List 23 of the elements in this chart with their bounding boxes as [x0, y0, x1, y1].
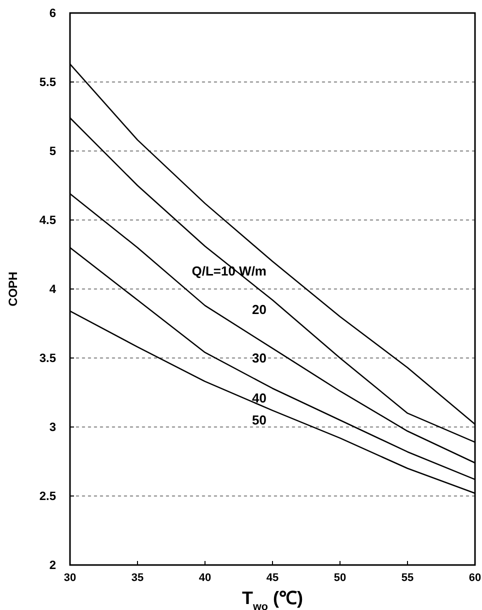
x-tick-label: 30: [64, 572, 76, 584]
series-label: 50: [252, 412, 266, 428]
y-tick-label: 3.5: [39, 351, 56, 365]
x-axis-title: T$_{wo}$ (℃): [242, 588, 304, 610]
y-tick-label: 6: [49, 6, 56, 20]
x-tick-label: 50: [334, 572, 346, 584]
x-tick-label: 60: [468, 572, 482, 584]
x-tick-label: 35: [131, 572, 144, 584]
series-label: 20: [252, 302, 266, 318]
x-tick-label: 40: [198, 572, 212, 584]
series-label: 30: [252, 350, 266, 366]
y-tick-label: 5.5: [39, 75, 56, 89]
x-tick-label: 55: [401, 572, 414, 584]
y-tick-label: 4: [49, 282, 56, 296]
y-tick-label: 5: [49, 144, 56, 158]
x-tick-label: 45: [266, 572, 279, 584]
series-label: 40: [252, 390, 266, 406]
y-tick-label: 4.5: [39, 213, 56, 227]
series-label: Q/L=10 W/m: [192, 263, 266, 278]
y-tick-label: 2.5: [39, 489, 56, 503]
y-tick-label: 3: [49, 420, 56, 434]
y-tick-label: 2: [49, 558, 56, 572]
y-axis-title: COPH: [6, 272, 20, 306]
